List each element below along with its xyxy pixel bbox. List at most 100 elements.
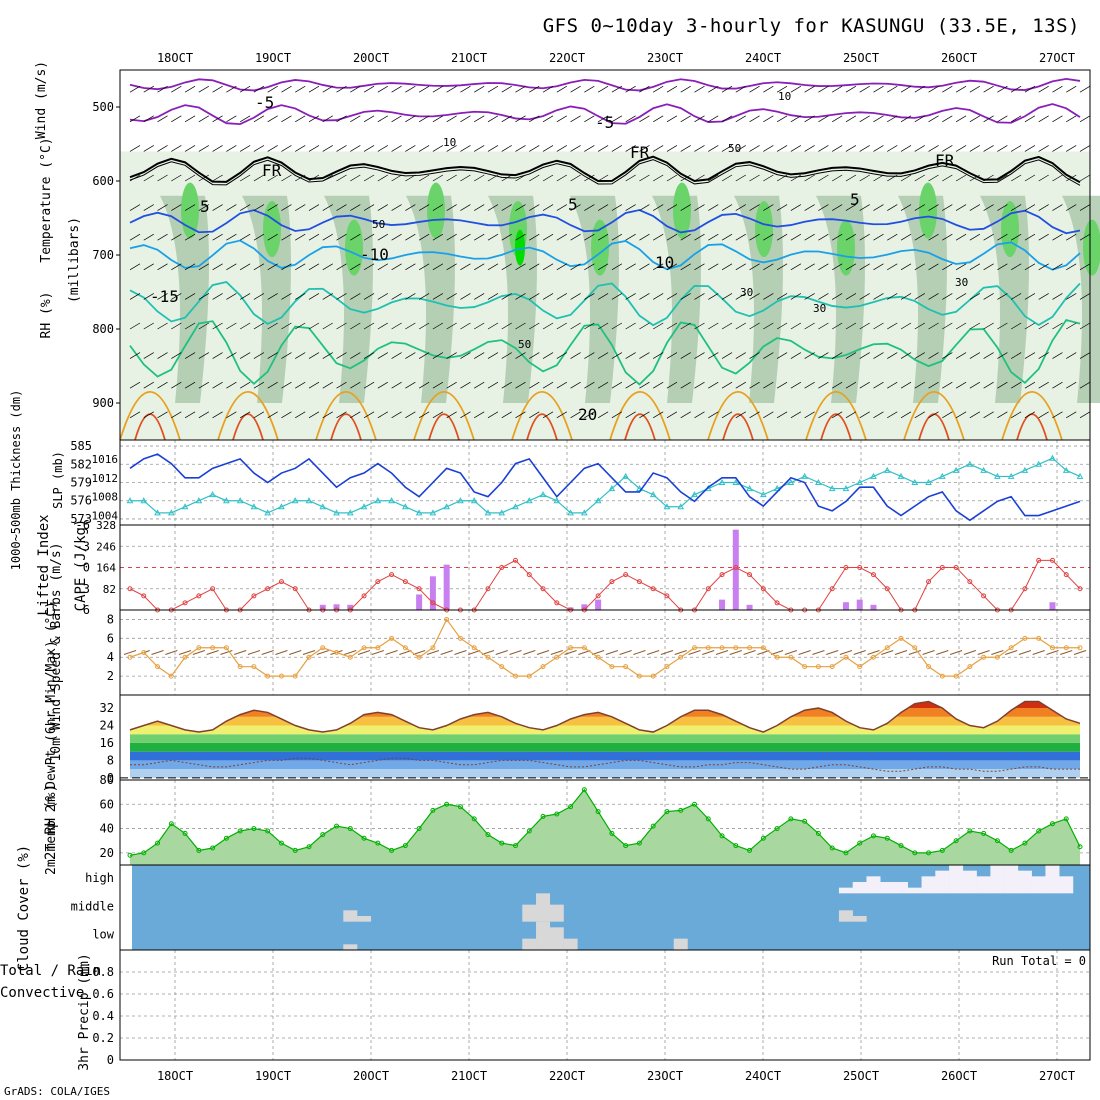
wind-barb — [460, 145, 471, 152]
point-rh2m — [430, 807, 436, 813]
wind-barb — [914, 352, 925, 359]
wind-barb — [322, 263, 333, 271]
wind-barb — [666, 233, 678, 241]
wind-barb — [804, 293, 815, 300]
wind-barb — [859, 322, 870, 330]
point-lifted-index — [829, 586, 835, 592]
wind-barb — [391, 411, 402, 419]
wind-barb — [997, 145, 1008, 152]
wind-barb — [804, 145, 815, 152]
wind-barb — [198, 293, 210, 300]
wind-barb — [446, 293, 457, 300]
wind-barb — [584, 85, 595, 93]
wind-barb — [666, 411, 678, 419]
wind-barb — [157, 381, 168, 389]
point-wind-speed — [1077, 645, 1083, 651]
bar-cape — [319, 604, 326, 610]
contour-label: 30 — [740, 286, 753, 299]
wind-barb — [350, 322, 361, 330]
wind-barb — [239, 174, 251, 182]
point-wind-speed — [719, 645, 725, 651]
wind-barb — [653, 85, 664, 93]
wind-barb — [900, 115, 912, 123]
point-wind-speed — [747, 645, 753, 651]
wind-barb — [818, 381, 829, 389]
wind-barb — [363, 411, 375, 419]
wind-barb — [708, 411, 719, 419]
wind-barb — [184, 145, 196, 152]
ylabel-pressure: (millibars) — [67, 217, 82, 303]
wind-barb — [184, 174, 196, 182]
wind-barb — [281, 204, 292, 211]
wind-barb — [914, 85, 925, 93]
wind-barb — [1079, 293, 1091, 300]
wind-barb — [336, 293, 347, 300]
wind-barb — [1052, 322, 1063, 330]
point-lifted-index — [939, 565, 945, 570]
surface-wind-barb — [729, 650, 742, 655]
wind-barb — [735, 293, 746, 300]
wind-barb — [281, 263, 292, 271]
point-thickness — [1035, 460, 1043, 467]
wind-barb — [460, 115, 471, 123]
wind-barb — [377, 145, 389, 152]
surface-wind-barb — [674, 650, 687, 655]
wind-barb — [776, 115, 788, 123]
wind-barb — [680, 381, 691, 389]
bar-cloud — [522, 904, 537, 922]
wind-barb — [212, 85, 223, 93]
wind-barb — [556, 352, 567, 359]
wind-barb — [198, 204, 210, 211]
temp-contour-warm — [315, 391, 377, 441]
contour-label: 50 — [728, 142, 741, 155]
wind-barb — [845, 174, 857, 182]
temp-contour-hot — [820, 413, 852, 441]
wind-barb — [143, 174, 154, 182]
date-label-top: 27OCT — [1039, 51, 1075, 65]
wind-barb — [267, 204, 278, 211]
rh-band-green — [673, 182, 691, 239]
point-rh2m — [526, 828, 532, 834]
wind-barb — [542, 174, 554, 182]
wind-barb — [542, 293, 554, 300]
point-lifted-index — [664, 593, 670, 599]
point-wind-speed — [513, 673, 519, 679]
wind-barb — [529, 263, 540, 271]
wind-barb — [653, 411, 664, 419]
wind-barb — [639, 204, 650, 211]
surface-wind-barb — [289, 650, 302, 655]
wind-barb — [184, 293, 196, 300]
wind-barb — [653, 115, 664, 123]
wind-barb — [790, 352, 802, 359]
wind-barb — [226, 174, 237, 182]
wind-barb — [377, 115, 389, 123]
wind-barb — [804, 411, 815, 419]
point-lifted-index — [265, 586, 271, 592]
wind-barb — [460, 293, 471, 300]
wind-barb — [969, 263, 981, 271]
point-lifted-index — [416, 586, 422, 592]
point-thickness — [594, 497, 602, 504]
wind-barb — [363, 352, 375, 359]
point-wind-speed — [568, 645, 574, 651]
wind-barb — [694, 115, 705, 123]
surface-wind-barb — [385, 650, 398, 655]
wind-barb — [143, 115, 154, 123]
wind-barb — [708, 233, 719, 241]
temp-contour — [129, 239, 1081, 271]
point-rh2m — [499, 840, 505, 846]
ylabel-precip-total: Total / Rain — [0, 963, 101, 979]
point-lifted-index — [857, 565, 863, 570]
series-thickness — [130, 457, 1081, 514]
bar-cloud — [935, 870, 950, 894]
wind-barb — [460, 411, 471, 419]
wind-barb — [308, 145, 320, 152]
point-thickness — [842, 485, 850, 492]
series-rh2m — [129, 788, 1081, 856]
wind-barb — [597, 115, 609, 123]
wind-barb — [267, 85, 278, 93]
point-wind-speed — [870, 654, 876, 660]
wind-barb — [171, 145, 182, 152]
temp-contour — [129, 318, 1081, 386]
wind-barb — [212, 145, 223, 152]
